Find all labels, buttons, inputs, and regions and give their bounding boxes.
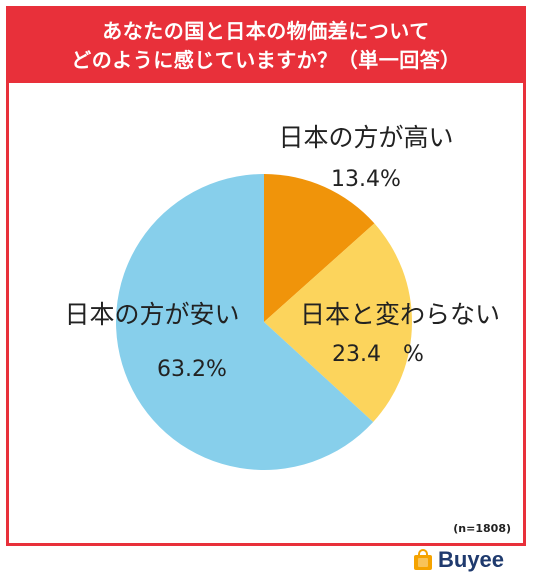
slice-category-label-1: 日本の方が高い <box>278 123 453 152</box>
brand-name: Buyee <box>438 547 505 572</box>
chart-title-line-2: どのように感じていますか？（単一回答） <box>71 48 461 72</box>
slice-category-label-2: 日本と変わらない <box>300 300 500 329</box>
brand-logo: Buyee <box>412 547 504 573</box>
slice-value-label-2: 23.4 % <box>332 342 424 367</box>
slice-value-label-3: 63.2% <box>157 357 227 382</box>
slice-category-label-3: 日本の方が安い <box>64 300 239 329</box>
pie-slice-1 <box>264 174 375 322</box>
pie-slice-3 <box>116 174 374 471</box>
shopping-bag-icon <box>414 549 432 570</box>
chart-title-line-1: あなたの国と日本の物価差について <box>102 19 430 43</box>
sample-size-note: (n=1808) <box>453 522 511 535</box>
slice-value-label-1: 13.4% <box>331 167 401 192</box>
pie-slice-2 <box>264 223 413 422</box>
chart-title-bar: あなたの国と日本の物価差について どのように感じていますか？（単一回答） <box>9 9 523 83</box>
